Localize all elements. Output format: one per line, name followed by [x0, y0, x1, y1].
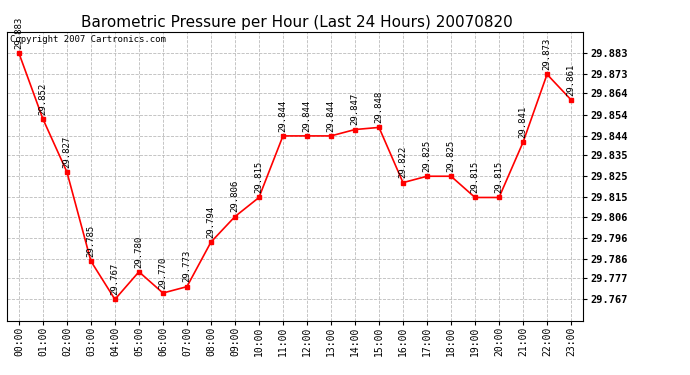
- Text: 29.841: 29.841: [518, 106, 528, 138]
- Text: 29.847: 29.847: [351, 93, 359, 125]
- Text: 29.825: 29.825: [446, 140, 455, 172]
- Text: 29.770: 29.770: [159, 256, 168, 289]
- Text: 29.806: 29.806: [230, 180, 239, 212]
- Text: 29.815: 29.815: [471, 161, 480, 194]
- Text: 29.815: 29.815: [255, 161, 264, 194]
- Text: 29.883: 29.883: [14, 17, 23, 49]
- Text: 29.844: 29.844: [302, 99, 311, 132]
- Text: 29.825: 29.825: [422, 140, 431, 172]
- Text: 29.767: 29.767: [110, 263, 119, 295]
- Text: 29.822: 29.822: [399, 146, 408, 178]
- Text: 29.861: 29.861: [566, 63, 575, 96]
- Text: 29.852: 29.852: [39, 82, 48, 115]
- Text: 29.873: 29.873: [542, 38, 551, 70]
- Text: Barometric Pressure per Hour (Last 24 Hours) 20070820: Barometric Pressure per Hour (Last 24 Ho…: [81, 15, 513, 30]
- Text: 29.827: 29.827: [62, 136, 72, 168]
- Text: 29.785: 29.785: [86, 225, 95, 257]
- Text: 29.844: 29.844: [279, 99, 288, 132]
- Text: Copyright 2007 Cartronics.com: Copyright 2007 Cartronics.com: [10, 35, 166, 44]
- Text: 29.844: 29.844: [326, 99, 335, 132]
- Text: 29.794: 29.794: [206, 206, 215, 238]
- Text: 29.815: 29.815: [495, 161, 504, 194]
- Text: 29.848: 29.848: [375, 91, 384, 123]
- Text: 29.780: 29.780: [135, 236, 144, 268]
- Text: 29.773: 29.773: [182, 250, 191, 282]
